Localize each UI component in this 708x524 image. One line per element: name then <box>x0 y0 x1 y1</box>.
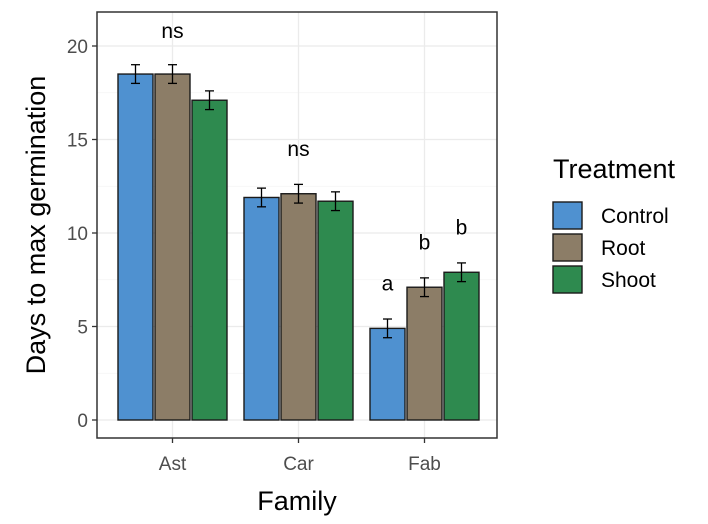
y-tick-label: 0 <box>77 411 88 432</box>
y-tick-label: 20 <box>67 37 88 58</box>
legend-label: Root <box>601 237 646 260</box>
legend-item-shoot: Shoot <box>552 265 656 294</box>
error-bar-car-shoot <box>331 191 340 212</box>
panel-border <box>96 11 498 439</box>
x-tick-label: Car <box>283 454 314 475</box>
significance-label: b <box>456 216 468 239</box>
error-bar-fab-shoot <box>457 262 466 283</box>
legend-item-control: Control <box>552 201 669 230</box>
bar-car-root <box>280 193 317 421</box>
legend-key-control <box>552 201 583 230</box>
error-bars <box>131 64 466 339</box>
y-tick-label: 15 <box>67 131 88 152</box>
significance-label: a <box>382 272 394 295</box>
legend-items: Control Root Shoot <box>552 201 669 294</box>
error-bar-fab-root <box>420 277 429 298</box>
x-axis-title: Family <box>257 486 337 516</box>
x-tick-label: Ast <box>159 454 187 475</box>
error-bar-ast-root <box>168 64 177 85</box>
bar-ast-root <box>154 73 191 421</box>
x-tick-label: Fab <box>408 454 441 475</box>
axis-ticks: 0 5 10 15 20 Ast Car Fab <box>67 37 441 475</box>
legend-title: Treatment <box>553 154 676 184</box>
legend-label: Control <box>601 205 669 228</box>
legend: Treatment Control Root Shoot <box>552 154 676 294</box>
bar-fab-control <box>369 327 406 421</box>
y-tick-label: 10 <box>67 224 88 245</box>
error-bar-car-root <box>294 183 303 204</box>
error-bar-fab-control <box>383 318 392 339</box>
significance-label: ns <box>161 20 183 43</box>
bar-fab-root <box>406 286 443 421</box>
bar-car-shoot <box>317 200 354 421</box>
bar-ast-shoot <box>191 99 228 421</box>
significance-label: b <box>419 231 431 254</box>
legend-key-root <box>552 233 583 262</box>
bars <box>117 73 480 421</box>
legend-item-root: Root <box>552 233 646 262</box>
legend-key-shoot <box>552 265 583 294</box>
significance-label: ns <box>287 138 309 161</box>
error-bar-car-control <box>257 187 266 208</box>
bar-ast-control <box>117 73 154 421</box>
y-axis-title: Days to max germination <box>21 76 51 375</box>
legend-label: Shoot <box>601 269 656 292</box>
error-bar-ast-shoot <box>205 90 214 111</box>
significance-annotations: ns ns a b b <box>161 20 467 295</box>
y-tick-label: 5 <box>77 318 88 339</box>
error-bar-ast-control <box>131 64 140 85</box>
bar-car-control <box>243 196 280 421</box>
bar-fab-shoot <box>443 271 480 421</box>
